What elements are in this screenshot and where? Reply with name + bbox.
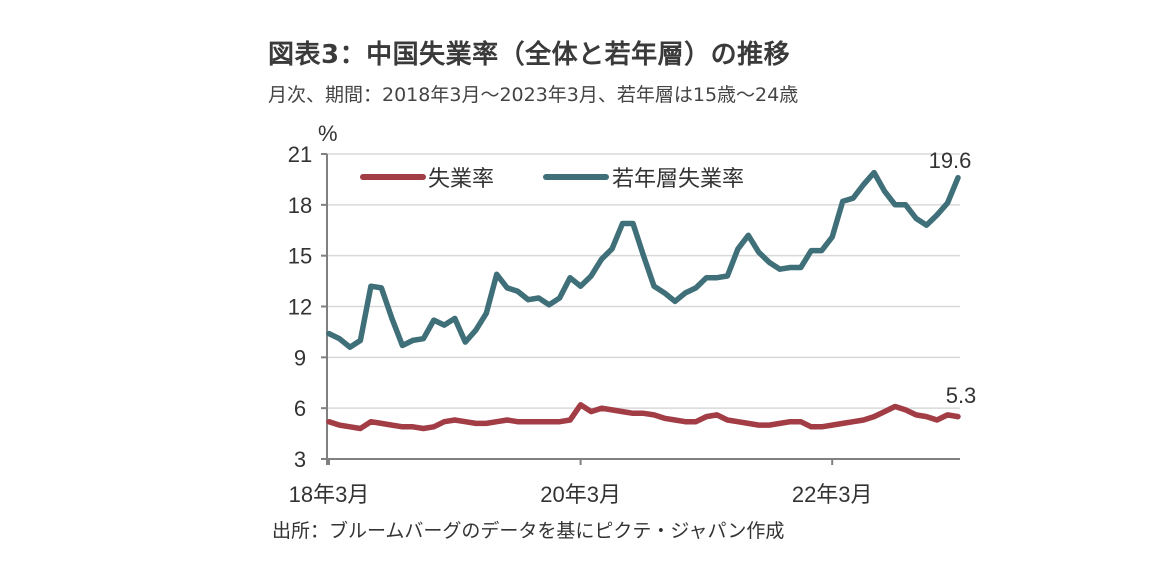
chart-subtitle: 月次、期間：2018年3月～2023年3月、若年層は15歳～24歳 [268, 84, 799, 106]
legend: 失業率 若年層失業率 [360, 167, 744, 192]
overall-end-value-label: 5.3 [946, 383, 977, 408]
source-note: 出所：ブルームバーグのデータを基にピクテ・ジャパン作成 [272, 520, 785, 542]
legend-label: 若年層失業率 [612, 167, 744, 192]
series-lines [326, 169, 961, 432]
y-tick-label: 9 [294, 345, 306, 370]
gridlines [321, 153, 960, 460]
axes [326, 154, 960, 465]
x-tick-label: 22年3月 [792, 482, 873, 507]
x-tick-labels: 18年3月 20年3月 22年3月 [289, 459, 873, 507]
y-tick-label: 15 [288, 244, 312, 269]
y-tick-label: 18 [288, 193, 312, 218]
y-tick-label: 21 [288, 142, 312, 167]
y-axis-unit-label: % [318, 121, 338, 146]
end-value-labels: 19.6 5.3 [929, 148, 977, 408]
y-tick-labels: 3 6 9 12 15 18 21 [288, 142, 312, 472]
x-tick-label: 18年3月 [289, 482, 370, 507]
y-tick-label: 6 [294, 396, 306, 421]
y-tick-label: 12 [288, 295, 312, 320]
youth-end-value-label: 19.6 [929, 148, 972, 173]
y-tick-label: 3 [294, 447, 306, 472]
legend-label: 失業率 [428, 167, 494, 192]
chart-title: 図表3：中国失業率（全体と若年層）の推移 [268, 40, 791, 70]
x-tick-label: 20年3月 [540, 482, 621, 507]
series-line-youth [326, 169, 961, 350]
